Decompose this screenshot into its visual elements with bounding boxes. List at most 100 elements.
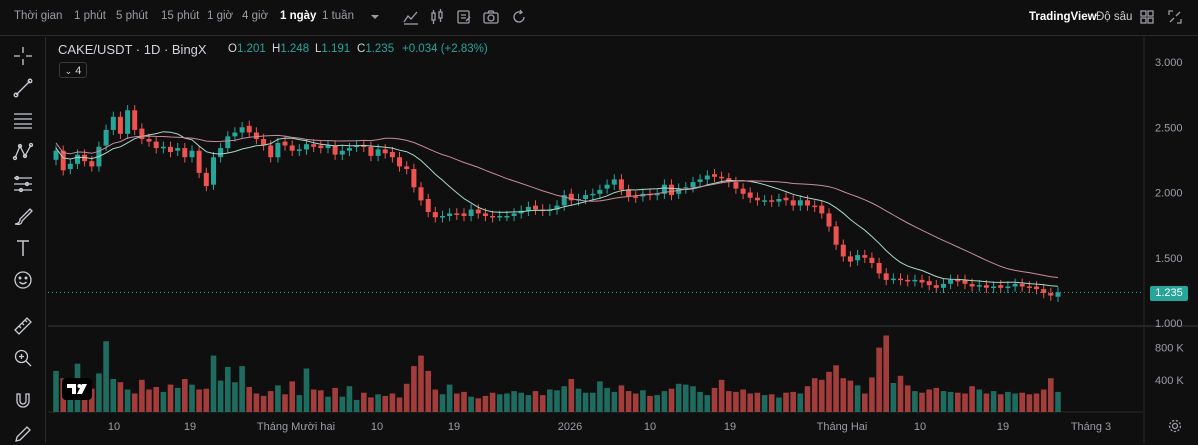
open-value: 1.201 (236, 43, 266, 55)
volume-bar (418, 355, 424, 412)
candle-body (296, 149, 302, 151)
candle-body (669, 184, 674, 196)
candle-body (389, 152, 395, 158)
volume-bar (103, 341, 109, 412)
tf-4h-button[interactable]: 4 giờ (242, 10, 269, 22)
volume-bar (747, 393, 753, 412)
volume-bar (604, 387, 610, 412)
reset-icon[interactable] (510, 8, 528, 26)
candle-body (110, 116, 116, 130)
depth-button[interactable]: Độ sâu (1096, 11, 1133, 23)
volume-bar (146, 389, 152, 412)
volume-bar (532, 391, 539, 412)
candle-body (883, 273, 889, 280)
candle-body (89, 161, 95, 167)
candle-body (733, 182, 739, 189)
candle-body (690, 182, 696, 188)
volume-bar (976, 389, 983, 412)
crosshair-icon[interactable] (12, 45, 34, 67)
tf-1h-button[interactable]: 1 giờ (207, 10, 234, 22)
candle-body (304, 144, 309, 150)
chevron-down-icon[interactable] (366, 8, 384, 26)
candle-body (862, 255, 868, 258)
candle-body (747, 192, 753, 198)
candle-body (1048, 293, 1054, 296)
candle-body (289, 145, 295, 151)
top-toolbar: Thời gian 1 phút 5 phút 15 phút 1 giờ 4 … (0, 0, 1198, 36)
tf-1m-button[interactable]: 1 phút (74, 10, 106, 22)
volume-bar (969, 386, 975, 412)
volume-bar (547, 389, 553, 412)
magnet-icon[interactable] (12, 390, 34, 412)
volume-bar (1005, 391, 1011, 412)
candle-body (561, 195, 567, 206)
trendline-icon[interactable] (12, 77, 34, 99)
tf-15m-button[interactable]: 15 phút (161, 10, 200, 22)
volume-bar (167, 384, 174, 412)
volume-bar (1040, 389, 1047, 412)
price-tick-label: 1.000 (1155, 318, 1183, 330)
candle-body (125, 110, 131, 134)
tf-1w-button[interactable]: 1 tuần (322, 10, 354, 22)
candle-body (225, 136, 231, 149)
volume-bar (1026, 394, 1033, 412)
candle-body (332, 145, 338, 155)
candle-body (962, 279, 968, 284)
candle-body (583, 195, 589, 199)
tf-1d-button[interactable]: 1 ngày (280, 10, 317, 22)
tradingview-logo[interactable] (62, 378, 92, 400)
camera-icon[interactable] (482, 8, 500, 26)
volume-bar (482, 395, 489, 412)
horizontal-lines-icon[interactable] (12, 109, 34, 131)
ruler-icon[interactable] (12, 315, 34, 337)
candle-body (132, 110, 138, 130)
tf-5m-button[interactable]: 5 phút (116, 10, 148, 22)
candle-body (840, 244, 846, 257)
layout-icon[interactable] (1138, 8, 1156, 26)
fullscreen-icon[interactable] (1166, 8, 1184, 26)
candle-body (697, 179, 703, 182)
candle-body (998, 285, 1004, 288)
volume-bar (232, 382, 238, 412)
time-tick-label: 2026 (558, 421, 582, 433)
volume-bar (640, 390, 646, 412)
brush-icon[interactable] (12, 205, 34, 227)
volume-bar (661, 391, 668, 412)
pattern-icon[interactable] (12, 141, 34, 163)
volume-bar (997, 394, 1004, 412)
candle-body (397, 157, 402, 167)
volume-bar (496, 394, 503, 412)
volume-bar (704, 395, 711, 412)
volume-bar (754, 392, 761, 412)
candle-body (382, 149, 388, 154)
volume-bar (339, 396, 346, 412)
candle-body (497, 216, 503, 218)
candle-body (411, 169, 417, 188)
candle-body (218, 148, 224, 158)
volume-bar (275, 385, 281, 412)
ohlc-close: C1.235 (357, 43, 394, 55)
pencil-lock-icon[interactable] (12, 423, 34, 445)
indicators-icon[interactable] (402, 8, 420, 26)
zoom-in-icon[interactable] (12, 347, 34, 369)
volume-bar (539, 395, 546, 412)
fib-icon[interactable] (12, 173, 34, 195)
indicator-collapse-button[interactable]: ⌄ 4 (59, 62, 87, 78)
templates-icon[interactable] (455, 8, 473, 26)
tradingview-brand[interactable]: TradingView (1029, 11, 1097, 23)
candle-body (941, 283, 946, 288)
emoji-icon[interactable] (12, 269, 34, 291)
tf-time-label: Thời gian (14, 10, 63, 22)
ohlc-low: L1.191 (315, 43, 350, 55)
candle-body (533, 205, 538, 210)
text-icon[interactable] (12, 237, 34, 259)
candle-body (339, 150, 345, 155)
candle-body (790, 200, 796, 206)
volume-bar (819, 379, 825, 412)
candle-body (754, 197, 760, 201)
candle-body (525, 206, 531, 211)
candle-body (268, 145, 274, 158)
gear-icon[interactable] (1167, 418, 1183, 434)
candle-type-icon[interactable] (428, 8, 446, 26)
